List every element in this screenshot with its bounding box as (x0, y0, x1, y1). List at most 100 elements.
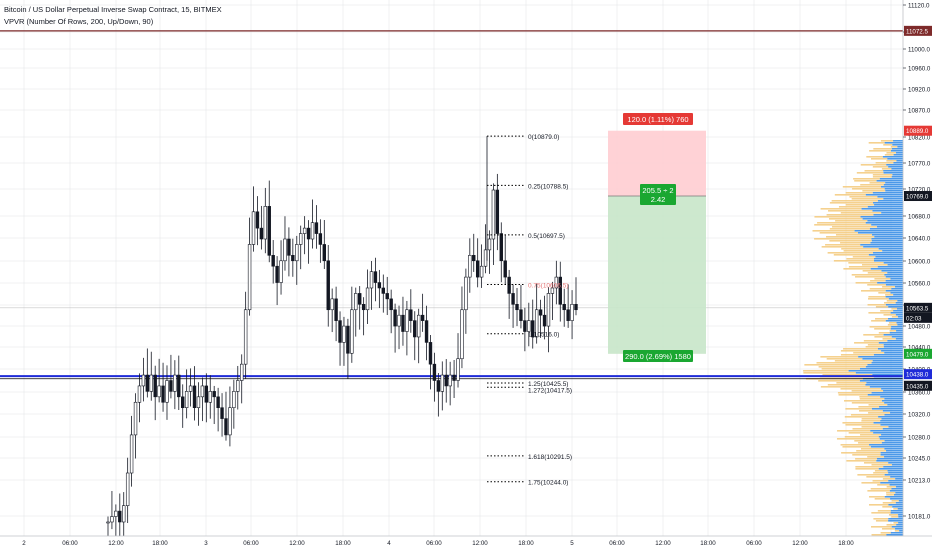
volume-profile-down-bar (890, 312, 903, 314)
volume-profile-up-bar (868, 412, 891, 414)
volume-profile-up-bar (867, 272, 888, 274)
volume-profile-down-bar (866, 382, 903, 384)
volume-profile-up-bar (873, 148, 892, 150)
volume-profile-up-bar (866, 156, 883, 158)
volume-profile-down-bar (867, 220, 903, 222)
volume-profile-up-bar (827, 252, 874, 254)
time-axis[interactable] (0, 536, 932, 550)
volume-profile-up-bar (843, 348, 878, 350)
volume-profile-down-bar (881, 350, 903, 352)
candle-body (299, 233, 303, 245)
stop-label: 120.0 (1.11%) 760 (627, 115, 688, 124)
volume-profile-up-bar (812, 230, 855, 232)
volume-profile-down-bar (879, 178, 903, 180)
candle-body (114, 510, 118, 517)
volume-profile-down-bar (888, 520, 903, 522)
candle-body (385, 293, 389, 300)
candle-body (157, 385, 161, 398)
price-tick-label: 10920.0 (908, 87, 931, 94)
volume-profile-down-bar (873, 252, 903, 254)
volume-profile-down-bar (890, 292, 903, 294)
volume-profile-up-bar (836, 438, 880, 440)
volume-profile-up-bar (857, 474, 885, 476)
price-tick-label: 10560.0 (908, 281, 931, 288)
volume-profile-up-bar (871, 534, 887, 536)
candle-body (456, 358, 460, 381)
volume-profile-up-bar (851, 390, 884, 392)
volume-profile-down-bar (885, 280, 903, 282)
indicator-label[interactable]: VPVR (Number Of Rows, 200, Up/Down, 90) (4, 17, 154, 26)
price-badge-entry-bg (904, 191, 932, 202)
volume-profile-up-bar (841, 248, 879, 250)
volume-profile-up-bar (886, 160, 897, 162)
volume-profile-down-bar (877, 348, 903, 350)
volume-profile-down-bar (883, 390, 903, 392)
volume-profile-up-bar (853, 178, 880, 180)
volume-profile-up-bar (888, 514, 899, 516)
price-badge-support: 10438.0 (906, 372, 929, 379)
volume-profile-up-bar (803, 370, 849, 372)
price-tick-label: 10440.0 (908, 345, 931, 352)
volume-profile-down-bar (890, 412, 903, 414)
volume-profile-up-bar (871, 158, 888, 160)
volume-profile-down-bar (874, 236, 903, 238)
volume-profile-up-bar (869, 288, 892, 290)
symbol-title[interactable]: Bitcoin / US Dollar Perpetual Inverse Sw… (4, 5, 222, 14)
time-tick-label: 12:00 (289, 540, 305, 547)
candle-body (129, 434, 134, 474)
candle-body (538, 309, 543, 316)
candle-body (318, 233, 323, 245)
candle-body (271, 255, 275, 267)
candle-body (255, 211, 260, 229)
volume-profile-up-bar (880, 310, 894, 312)
volume-profile-down-bar (872, 360, 903, 362)
volume-profile-down-bar (891, 526, 903, 528)
candle-body (479, 265, 484, 278)
volume-profile-down-bar (872, 374, 903, 376)
volume-profile-down-bar (887, 272, 903, 274)
volume-profile-down-bar (895, 338, 903, 340)
volume-profile-down-bar (893, 294, 903, 296)
price-badge-target-bg (904, 348, 932, 359)
volume-profile-up-bar (851, 402, 885, 404)
volume-profile-down-bar (876, 460, 903, 462)
volume-profile-up-bar (837, 430, 871, 432)
volume-profile-down-bar (884, 440, 903, 442)
volume-profile-down-bar (880, 482, 903, 484)
volume-profile-up-bar (872, 176, 892, 178)
candle-body (503, 260, 507, 278)
volume-profile-up-bar (894, 530, 900, 532)
candle-body (181, 396, 185, 409)
volume-profile-up-bar (817, 222, 866, 224)
candle-body (420, 314, 425, 321)
volume-profile-down-bar (886, 450, 903, 452)
price-axis[interactable] (903, 0, 932, 536)
time-tick-label: 06:00 (746, 540, 762, 547)
volume-profile-up-bar (840, 242, 871, 244)
candle-body (495, 189, 500, 234)
target-zone[interactable] (608, 196, 706, 354)
volume-profile-down-bar (896, 152, 903, 154)
candle-body (122, 505, 126, 523)
candle-body (200, 385, 205, 398)
volume-profile-down-bar (885, 290, 903, 292)
price-tick-label: 10360.0 (908, 390, 931, 397)
volume-profile-up-bar (886, 494, 894, 496)
volume-profile-up-bar (886, 152, 897, 154)
volume-profile-up-bar (845, 192, 873, 194)
candle-body (554, 276, 559, 289)
candle-body (240, 363, 244, 381)
candle-body (491, 189, 496, 240)
volume-profile-up-bar (829, 240, 872, 242)
volume-profile-down-bar (893, 140, 903, 142)
volume-profile-down-bar (882, 410, 903, 412)
volume-profile-down-bar (879, 438, 903, 440)
volume-profile-up-bar (872, 480, 889, 482)
volume-profile-up-bar (842, 446, 871, 448)
target-badge (623, 350, 693, 362)
volume-profile-up-bar (819, 232, 858, 234)
time-tick-label: 12:00 (108, 540, 124, 547)
candle-body (475, 260, 480, 278)
